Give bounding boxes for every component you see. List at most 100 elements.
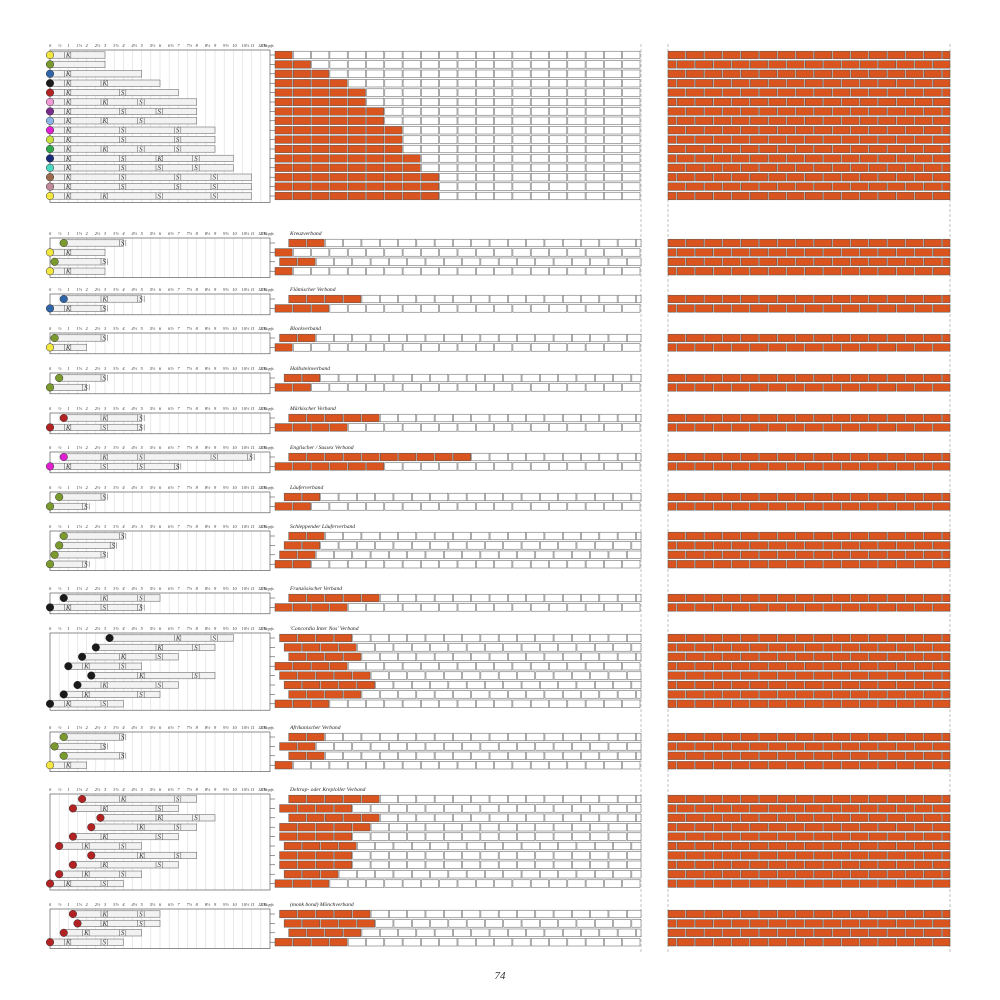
scale-label: 2 xyxy=(86,725,89,730)
scale-label: 11 xyxy=(251,725,255,730)
wall-brick xyxy=(878,248,897,257)
wall-brick xyxy=(933,841,951,851)
scale-label: 0 xyxy=(49,326,52,331)
brick-empty xyxy=(567,79,586,88)
wall-brick xyxy=(667,60,677,69)
brick-laid xyxy=(343,593,362,603)
brick-laid xyxy=(343,690,362,699)
brick-laid xyxy=(315,633,334,643)
header-mark: K xyxy=(102,681,108,689)
wall-brick xyxy=(768,603,787,612)
brick-laid xyxy=(361,794,380,804)
wall-brick xyxy=(695,879,714,888)
scale-label: 2 xyxy=(86,445,89,450)
brick-empty xyxy=(567,154,586,163)
brick-empty xyxy=(622,135,641,144)
course-bar xyxy=(63,453,252,461)
wall-brick xyxy=(823,938,842,947)
scale-ruler: 0 ½ 1 1½ 2 2½ 3 3½ 4 4½ 5 5½ 6 6½ 7 7½ 8 8½ 9 9½ 10 10½ 11 11½1… xyxy=(49,287,274,292)
scale-label: 1½ xyxy=(77,902,83,907)
wall-brick xyxy=(923,333,942,343)
header-mark: K xyxy=(65,762,71,770)
brick-empty xyxy=(608,860,627,869)
brick-empty xyxy=(366,938,385,947)
wall-brick xyxy=(768,79,787,88)
scale-label: 0 xyxy=(49,406,52,411)
wall-brick xyxy=(704,813,723,822)
scale-label: 0 xyxy=(49,524,52,529)
brick-laid xyxy=(311,423,330,432)
brick-empty xyxy=(448,643,467,652)
brick-laid xyxy=(421,191,439,201)
wall-brick xyxy=(914,423,933,432)
scale-label: 11 xyxy=(251,787,255,792)
scale-label: 4 xyxy=(122,524,125,529)
brick-laid xyxy=(334,804,353,813)
brick-laid xyxy=(279,851,298,860)
brick-empty xyxy=(457,343,476,352)
course-color-dot xyxy=(59,690,68,699)
brick-empty xyxy=(402,502,421,511)
scale-label: 1 xyxy=(67,43,69,48)
wall-brick xyxy=(814,182,832,191)
scale-label: 10 xyxy=(232,445,237,450)
wall-brick xyxy=(905,909,924,919)
wall-brick xyxy=(676,560,695,569)
brick-empty xyxy=(617,690,636,699)
brick-empty xyxy=(453,928,471,937)
wall-brick xyxy=(704,126,723,135)
wall-brick xyxy=(759,851,778,860)
wall-brick xyxy=(905,492,924,502)
brick-empty xyxy=(489,294,508,304)
wall-course xyxy=(667,107,951,116)
brick-empty xyxy=(421,69,439,78)
brick-empty xyxy=(558,680,577,690)
wall-brick xyxy=(768,662,787,671)
scale-label: 3 xyxy=(104,326,107,331)
brick-empty xyxy=(585,50,604,60)
scale-label: 9½ xyxy=(223,626,229,631)
wall-brick xyxy=(914,267,933,276)
brick-empty xyxy=(389,742,407,751)
brick-laid xyxy=(366,182,385,191)
wall-brick xyxy=(841,135,860,144)
scale-label: 8½ xyxy=(205,287,211,292)
scale-label: 10½ xyxy=(242,287,250,292)
scale-label: 8 xyxy=(196,43,199,48)
course-row: K xyxy=(45,248,951,257)
wall-course xyxy=(667,191,951,201)
brick-empty xyxy=(480,832,499,841)
header-mark: K xyxy=(65,249,71,257)
scale-label: 5½ xyxy=(150,231,156,236)
brick-strip xyxy=(279,257,642,266)
brick-empty xyxy=(476,126,494,135)
wall-brick xyxy=(905,751,924,760)
brick-empty xyxy=(567,97,586,107)
wall-brick xyxy=(777,851,796,860)
brick-empty xyxy=(604,182,622,191)
wall-brick xyxy=(686,909,704,919)
wall-brick xyxy=(686,751,704,760)
scale-label: 3 xyxy=(104,902,107,907)
wall-brick xyxy=(933,191,951,201)
wall-brick xyxy=(878,502,897,511)
brick-empty xyxy=(604,191,622,201)
wall-brick xyxy=(905,794,924,804)
brick-empty xyxy=(549,462,568,471)
wall-brick xyxy=(859,879,878,888)
wall-brick xyxy=(933,116,951,125)
brick-empty xyxy=(613,541,632,550)
scale-label: 3 xyxy=(104,626,107,631)
wall-brick xyxy=(759,832,778,841)
brick-empty xyxy=(485,643,504,652)
scale-ruler: 0 ½ 1 1½ 2 2½ 3 3½ 4 4½ 5 5½ 6 6½ 7 7½ 8 8½ 9 9½ 10 10½ 11 11½1… xyxy=(49,725,274,730)
brick-empty xyxy=(622,879,641,888)
wall-brick xyxy=(704,492,723,502)
wall-brick xyxy=(942,928,951,937)
wall-brick xyxy=(942,813,951,822)
scale-label: 10 xyxy=(232,366,237,371)
wall-course xyxy=(667,238,951,248)
wall-brick xyxy=(667,531,686,541)
brick-empty xyxy=(549,163,568,172)
